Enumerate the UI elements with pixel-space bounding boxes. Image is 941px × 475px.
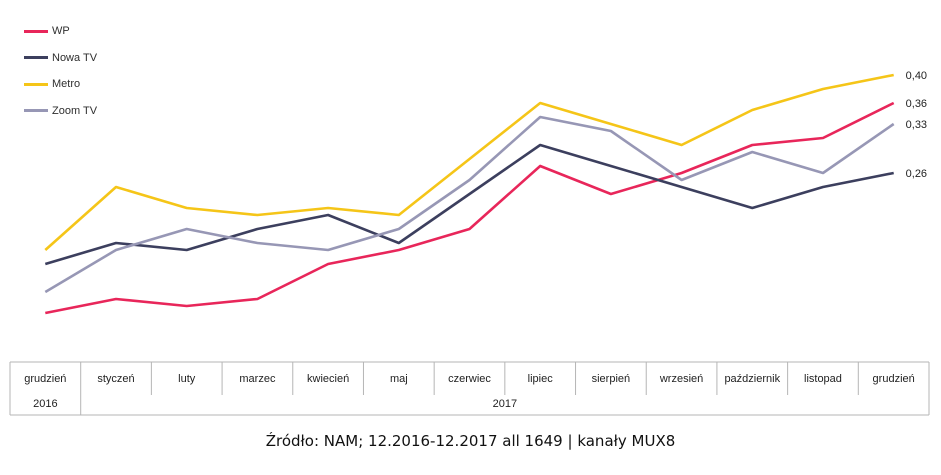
legend-swatch-wp [24,29,48,33]
category-table: grudzień styczeń luty marzec kwiecień maj czer… [9,361,930,416]
x-tick-label: marzec [239,373,276,385]
legend-item: Nowa TV [24,45,97,72]
x-tick-label: lipiec [528,373,554,385]
series-line-zoom-tv [44,115,895,294]
x-tick-label: grudzień [873,373,915,385]
x-tick-label: październik [724,373,780,385]
legend: WP Nowa TV Metro Zoom TV [24,18,97,124]
series-line-wp [45,101,895,315]
legend-label-wp: WP [52,25,70,38]
x-tick-label: wrzesień [659,373,703,385]
legend-swatch-metro [24,82,48,86]
series-line-nowa-tv [44,143,894,266]
legend-label-nowa-tv: Nowa TV [52,51,98,64]
legend-item: WP [24,18,97,45]
end-label-metro: 0,40 [906,70,927,82]
end-label-zoom-tv: 0,33 [906,119,927,131]
source-caption: Źródło: NAM; 12.2016-12.2017 all 1649 | … [265,432,676,450]
x-tick-label: kwiecień [307,373,349,385]
x-tick-label: maj [390,373,408,385]
x-tick-label: sierpień [592,373,631,385]
end-label-wp: 0,36 [906,98,927,110]
x-tick-label: czerwiec [448,373,491,385]
x-tick-label: luty [178,373,196,385]
series-layer [44,73,895,315]
legend-label-zoom-tv: Zoom TV [52,104,98,117]
end-label-nowa-tv: 0,26 [906,168,927,180]
legend-item: Metro [24,71,97,98]
x-tick-label: listopad [804,373,842,385]
x-tick-label: styczeń [97,373,134,385]
year-group-label: 2017 [493,398,517,410]
end-labels: 0,36 0,26 0,40 0,33 [906,70,927,180]
legend-swatch-zoom-tv [24,109,48,113]
legend-swatch-nowa-tv [24,56,48,60]
series-line-metro [44,73,894,251]
year-group-label: 2016 [33,398,57,410]
x-tick-label: grudzień [24,373,66,385]
legend-label-metro: Metro [52,78,81,91]
legend-item: Zoom TV [24,98,97,125]
